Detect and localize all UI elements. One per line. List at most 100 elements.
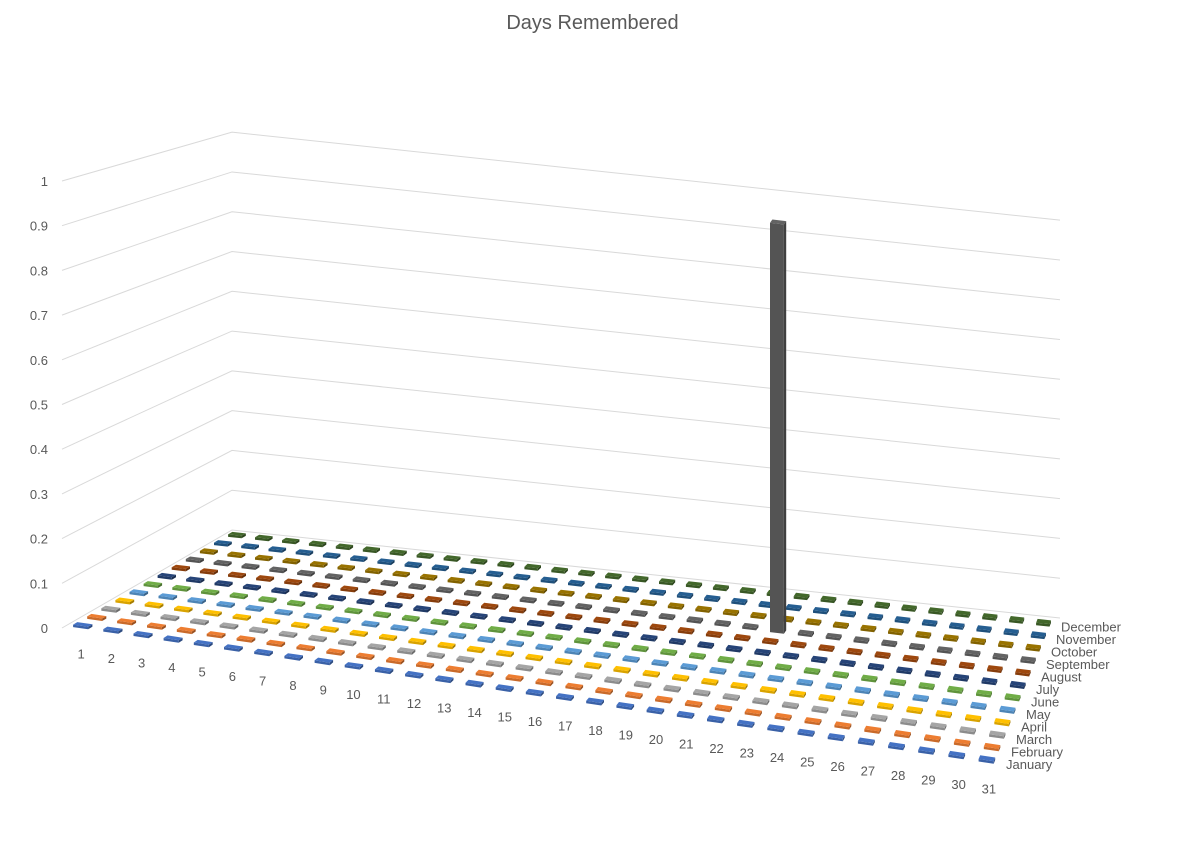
bar-march-23 — [752, 697, 770, 706]
bar-january-24 — [767, 724, 785, 733]
bar-april-27 — [877, 702, 894, 711]
bar-september-5 — [297, 569, 315, 577]
legend-month-label: April — [1021, 720, 1047, 735]
bar-september-9 — [408, 583, 426, 591]
bar-december-16 — [632, 575, 649, 583]
bar-october-23 — [805, 618, 822, 626]
bar-february-5 — [206, 631, 226, 639]
bar-may-1 — [129, 589, 149, 597]
bar-june-10 — [401, 614, 420, 622]
bar-january-10 — [344, 662, 364, 670]
bar-december-3 — [282, 537, 300, 545]
bar-october-5 — [310, 561, 328, 568]
bar-march-16 — [545, 668, 563, 676]
bar-june-28 — [918, 682, 935, 691]
bar-march-26 — [841, 709, 858, 718]
bar-june-14 — [516, 629, 535, 638]
bar-january-22 — [707, 715, 725, 724]
bar-january-30 — [948, 750, 966, 760]
bar-february-18 — [595, 687, 613, 695]
bar-april-18 — [613, 665, 631, 674]
bar-december-26 — [901, 604, 917, 612]
bar-september-25 — [853, 636, 870, 644]
bar-july-25 — [839, 659, 856, 668]
bar-august-23 — [790, 640, 807, 649]
x-tick-label: 31 — [982, 782, 996, 797]
bar-february-12 — [416, 661, 435, 669]
legend-month-label: August — [1041, 670, 1082, 685]
bar-march-11 — [397, 647, 416, 655]
bar-february-10 — [356, 652, 375, 661]
bar-january-29 — [918, 746, 935, 755]
bar-march-3 — [160, 614, 180, 622]
bar-february-25 — [804, 717, 822, 726]
bar-march-2 — [130, 609, 150, 617]
bar-september-14 — [547, 599, 565, 607]
bar-august-11 — [452, 599, 471, 607]
bar-february-7 — [266, 639, 286, 648]
bar-february-6 — [236, 635, 256, 643]
bar-january-19 — [616, 702, 635, 710]
bar-may-15 — [535, 643, 553, 652]
bar-august-28 — [930, 658, 947, 666]
bar-march-19 — [633, 680, 652, 689]
bar-may-8 — [332, 616, 351, 624]
bar-september-10 — [436, 586, 454, 594]
x-tick-label: 23 — [740, 746, 754, 761]
bar-august-4 — [256, 575, 275, 582]
bar-may-13 — [477, 635, 496, 644]
bar-november-26 — [894, 616, 911, 624]
bar-august-25 — [846, 647, 863, 656]
bar-september-21 — [742, 622, 759, 631]
bar-august-30 — [987, 665, 1003, 673]
bar-february-15 — [505, 674, 524, 682]
bar-december-19 — [712, 584, 729, 592]
bar-may-7 — [303, 612, 322, 620]
bar-february-4 — [176, 626, 196, 635]
x-tick-label: 9 — [320, 682, 327, 697]
bar-june-20 — [689, 652, 706, 660]
bar-july-23 — [782, 652, 800, 660]
bar-november-17 — [649, 588, 666, 596]
x-tick-label: 28 — [891, 768, 905, 783]
bar-may-5 — [245, 604, 264, 612]
bar-september-27 — [909, 642, 925, 651]
bar-may-12 — [448, 632, 467, 640]
bar-january-18 — [586, 697, 604, 706]
x-tick-label: 21 — [679, 737, 693, 752]
bar-may-20 — [680, 663, 698, 671]
bar-september-6 — [324, 573, 343, 580]
plot-area — [73, 219, 1051, 764]
bar-december-22 — [793, 592, 810, 601]
bar-february-8 — [296, 644, 315, 652]
legend-month-label: January — [1006, 757, 1053, 772]
bar-june-30 — [976, 689, 992, 698]
bar-april-2 — [144, 601, 164, 609]
bar-august-7 — [340, 585, 359, 593]
bar-december-4 — [308, 540, 327, 548]
legend-month-label: May — [1026, 707, 1051, 722]
bar-july-11 — [441, 608, 460, 617]
bar-july-13 — [498, 616, 516, 624]
bar-april-30 — [965, 714, 982, 723]
bar-september-4 — [269, 566, 288, 574]
x-tick-label: 5 — [199, 664, 206, 679]
bar-june-2 — [172, 584, 191, 592]
bar-august-6 — [312, 582, 331, 589]
bar-october-3 — [255, 554, 273, 562]
bar-may-25 — [825, 682, 842, 691]
bar-december-23 — [820, 595, 837, 604]
bar-october-18 — [667, 602, 685, 610]
bar-december-27 — [928, 607, 944, 615]
bar-september-18 — [658, 613, 676, 621]
x-tick-label: 20 — [649, 732, 663, 747]
bar-april-3 — [174, 605, 193, 613]
x-tick-label: 2 — [108, 651, 115, 666]
x-tick-label: 3 — [138, 655, 145, 670]
bar-february-2 — [117, 618, 137, 626]
bar-april-5 — [232, 613, 251, 621]
bar-november-7 — [377, 558, 395, 566]
bar-march-5 — [219, 622, 239, 630]
bar-april-23 — [759, 686, 777, 694]
bar-january-4 — [163, 635, 183, 643]
